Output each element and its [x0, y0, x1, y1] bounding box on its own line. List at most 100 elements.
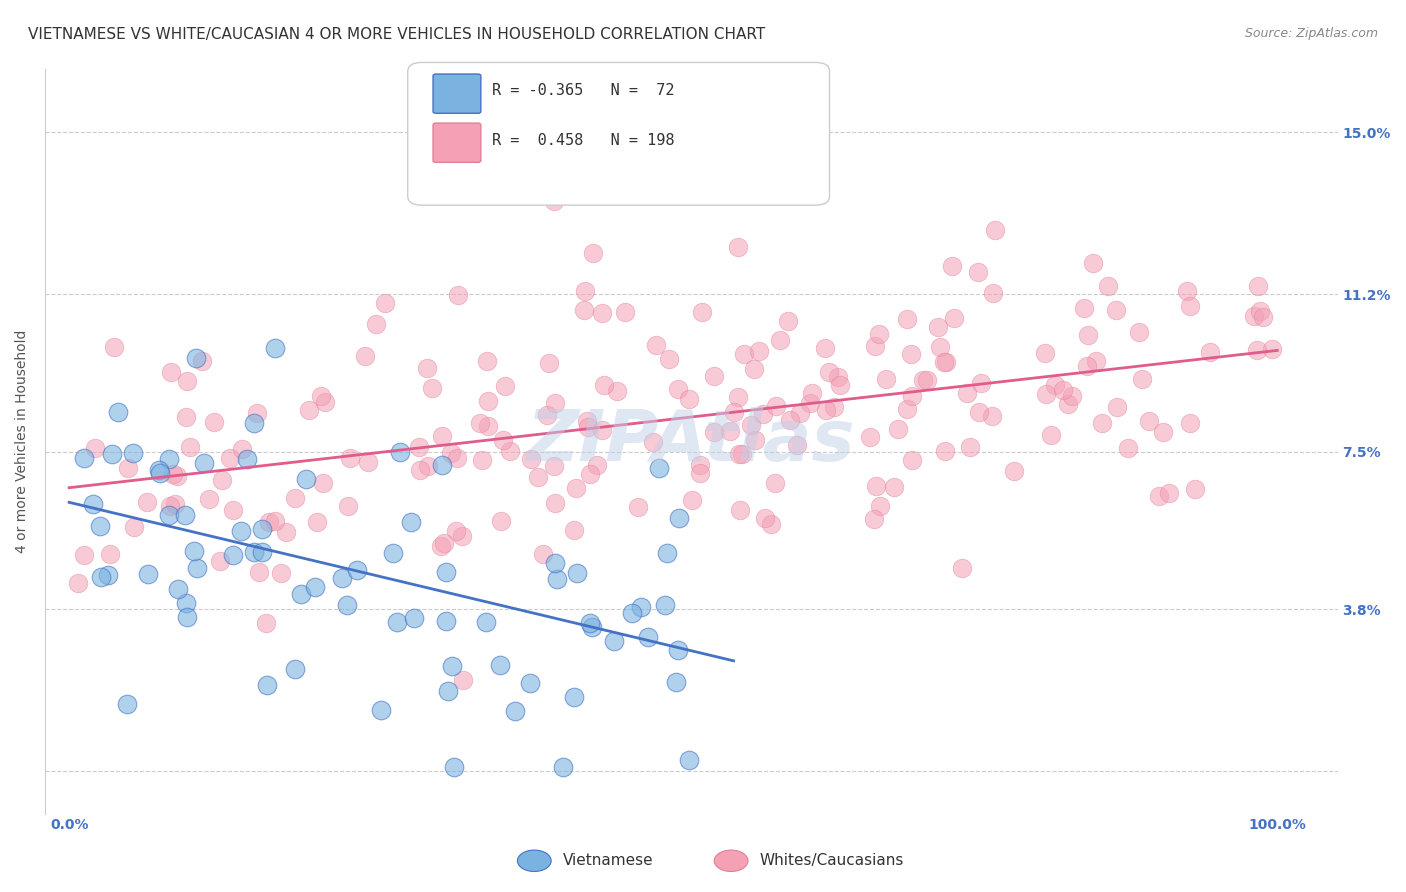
Point — [209, 553, 232, 567]
Point — [366, 318, 388, 332]
Point — [298, 402, 321, 417]
Point — [658, 351, 681, 366]
Point — [304, 580, 326, 594]
Point — [789, 406, 811, 420]
Point — [218, 450, 240, 465]
Point — [444, 524, 467, 539]
Y-axis label: 4 or more Vehicles in Household: 4 or more Vehicles in Household — [15, 329, 30, 553]
Point — [689, 458, 711, 472]
Point — [434, 614, 457, 628]
Point — [489, 514, 512, 528]
Point — [815, 403, 838, 417]
Point — [740, 418, 762, 433]
Point — [863, 339, 886, 353]
Point — [723, 405, 745, 419]
Point — [221, 503, 243, 517]
Point — [759, 516, 782, 531]
Point — [551, 760, 574, 774]
Point — [159, 365, 181, 379]
Point — [374, 296, 396, 310]
Point — [157, 452, 180, 467]
Text: R = -0.365   N =  72: R = -0.365 N = 72 — [492, 84, 675, 98]
Point — [382, 547, 405, 561]
Point — [544, 556, 567, 570]
Point — [934, 443, 956, 458]
Point — [243, 545, 266, 559]
Point — [727, 390, 749, 404]
Point — [932, 355, 955, 369]
Point — [1091, 417, 1114, 431]
Point — [950, 561, 973, 575]
Point — [477, 353, 499, 368]
Point — [1077, 328, 1099, 343]
Point — [727, 240, 749, 254]
Point — [576, 414, 599, 428]
Point — [370, 703, 392, 717]
Text: R =  0.458   N = 198: R = 0.458 N = 198 — [492, 134, 675, 148]
Point — [703, 425, 725, 439]
Point — [336, 598, 359, 612]
Point — [1249, 303, 1271, 318]
Point — [778, 314, 800, 328]
Point — [1076, 359, 1098, 373]
Point — [859, 430, 882, 444]
Point — [1184, 483, 1206, 497]
Point — [733, 347, 755, 361]
Point — [270, 566, 292, 580]
Point — [451, 529, 474, 543]
Point — [970, 376, 993, 390]
Point — [869, 499, 891, 513]
Point — [176, 610, 198, 624]
Point — [531, 547, 554, 561]
Point — [828, 378, 851, 392]
Point — [418, 458, 440, 473]
Point — [630, 599, 652, 614]
Point — [546, 572, 568, 586]
Point — [67, 576, 90, 591]
Point — [752, 407, 775, 421]
Point — [330, 571, 353, 585]
Point — [644, 337, 666, 351]
Point — [167, 582, 190, 597]
Point — [408, 463, 430, 477]
Point — [388, 444, 411, 458]
Point — [748, 344, 770, 359]
Point — [470, 416, 492, 430]
Point — [543, 459, 565, 474]
Point — [606, 384, 628, 399]
Point — [117, 461, 139, 475]
Point — [980, 409, 1002, 423]
Point — [1251, 310, 1274, 325]
Point — [536, 408, 558, 422]
Point — [186, 561, 208, 575]
Point — [193, 456, 215, 470]
Point — [73, 548, 96, 562]
Point — [231, 442, 253, 457]
Point — [742, 362, 765, 376]
Point — [728, 502, 751, 516]
Point — [430, 429, 453, 443]
Point — [643, 435, 665, 450]
Point — [519, 452, 541, 467]
Point — [264, 342, 287, 356]
Point — [447, 288, 470, 302]
Point — [312, 476, 335, 491]
Point — [1178, 299, 1201, 313]
Point — [222, 548, 245, 562]
Point — [730, 446, 752, 460]
Point — [574, 284, 596, 298]
Point — [929, 340, 952, 354]
Point — [678, 754, 700, 768]
Point — [927, 320, 949, 334]
Point — [121, 446, 143, 460]
Point — [202, 416, 225, 430]
Point — [1097, 279, 1119, 293]
Point — [799, 396, 821, 410]
Point — [83, 441, 105, 455]
Point — [579, 616, 602, 631]
Point — [887, 422, 910, 436]
Point — [1128, 325, 1150, 339]
Point — [309, 389, 332, 403]
Point — [896, 311, 918, 326]
Point — [678, 392, 700, 406]
